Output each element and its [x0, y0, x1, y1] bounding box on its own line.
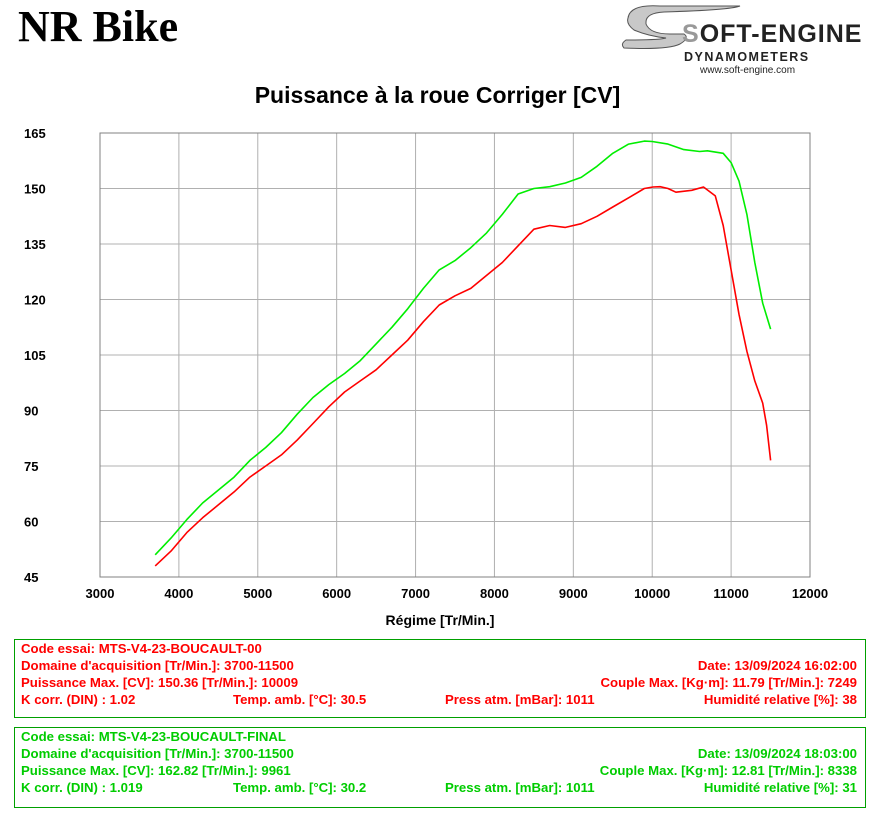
x-tick-label: 11000 [713, 586, 748, 601]
y-tick-label: 135 [24, 237, 46, 252]
x-tick-label: 10000 [634, 586, 670, 601]
series-line [154, 185, 772, 567]
plot-frame [99, 132, 811, 578]
test-domaine: Domaine d'acquisition [Tr/Min.]: 3700-11… [21, 658, 294, 673]
x-tick-label: 5000 [243, 586, 272, 601]
logo-subtitle: DYNAMOMETERS [684, 50, 810, 64]
y-tick-label: 105 [24, 348, 46, 363]
test-humid: Humidité relative [%]: 31 [703, 780, 857, 795]
test-humid: Humidité relative [%]: 38 [703, 692, 857, 707]
y-tick-label: 165 [24, 126, 46, 141]
test-press: Press atm. [mBar]: 1011 [445, 780, 595, 795]
y-tick-label: 150 [24, 182, 46, 197]
test-code: Code essai: MTS-V4-23-BOUCAULT-00 [21, 641, 262, 656]
y-tick-label: 45 [24, 570, 38, 585]
logo-swoosh-icon [621, 5, 741, 49]
y-tick-label: 60 [24, 515, 38, 530]
y-tick-label: 75 [24, 459, 38, 474]
x-tick-label: 4000 [164, 586, 193, 601]
logo-url: www.soft-engine.com [700, 65, 796, 76]
test-date: Date: 13/09/2024 16:02:00 [697, 658, 857, 673]
test-puissance: Puissance Max. [CV]: 150.36 [Tr/Min.]: 1… [21, 675, 299, 690]
test-date: Date: 13/09/2024 18:03:00 [697, 746, 857, 761]
logo-initial: S [682, 20, 700, 48]
test-press: Press atm. [mBar]: 1011 [445, 692, 595, 707]
test-code: Code essai: MTS-V4-23-BOUCAULT-FINAL [21, 729, 286, 744]
y-tick-label: 90 [24, 404, 38, 419]
logo-wordmark: SOFT-ENGINE [682, 20, 862, 49]
test-kcorr: K corr. (DIN) : 1.019 [21, 780, 143, 795]
series-line [154, 140, 772, 556]
test-couple: Couple Max. [Kg·m]: 11.79 [Tr/Min.]: 724… [600, 675, 857, 690]
x-tick-label: 12000 [792, 586, 828, 601]
soft-engine-logo: SOFT-ENGINE DYNAMOMETERS www.soft-engine… [620, 0, 870, 80]
x-tick-label: 6000 [322, 586, 351, 601]
test-kcorr: K corr. (DIN) : 1.02 [21, 692, 136, 707]
chart-title: Puissance à la roue Corriger [CV] [254, 82, 621, 108]
x-tick-label: 7000 [401, 586, 430, 601]
x-tick-label: 9000 [559, 586, 588, 601]
test-puissance: Puissance Max. [CV]: 162.82 [Tr/Min.]: 9… [21, 763, 291, 778]
x-axis-label: Régime [Tr/Min.] [386, 612, 495, 628]
logo-word-text: OFT-ENGINE [699, 20, 863, 48]
y-tick-label: 120 [24, 293, 46, 308]
test-temp: Temp. amb. [°C]: 30.2 [233, 780, 367, 795]
power-chart: 45 60 75 90 105 120 135 150 165 3000 4000 5000 6000 7… [24, 126, 828, 628]
test-info-box-1: Code essai: MTS-V4-23-BOUCAULT-00 Domain… [14, 639, 866, 718]
test-couple: Couple Max. [Kg·m]: 12.81 [Tr/Min.]: 833… [599, 763, 857, 778]
test-info-box-2: Code essai: MTS-V4-23-BOUCAULT-FINAL Dom… [14, 727, 866, 808]
x-tick-label: 8000 [480, 586, 509, 601]
test-domaine: Domaine d'acquisition [Tr/Min.]: 3700-11… [21, 746, 294, 761]
page-title: NR Bike [18, 2, 179, 51]
test-temp: Temp. amb. [°C]: 30.5 [233, 692, 367, 707]
x-tick-label: 3000 [86, 586, 115, 601]
